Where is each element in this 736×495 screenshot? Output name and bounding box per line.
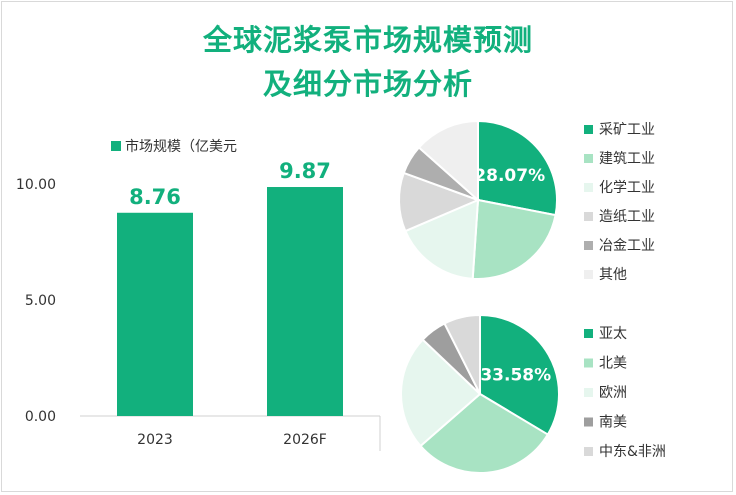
pie-slice-中东&非洲 xyxy=(443,313,481,395)
region-pie-chart: 33.58% xyxy=(400,313,560,474)
legend-swatch xyxy=(584,417,593,427)
legend-swatch xyxy=(584,183,593,192)
legend-swatch xyxy=(584,447,593,456)
legend-swatch xyxy=(584,329,593,338)
legend-swatch xyxy=(111,141,121,151)
legend-swatch xyxy=(584,212,593,221)
pie-slice-造纸工业 xyxy=(398,171,481,233)
legend-label: 欧洲 xyxy=(599,385,627,401)
legend-label: 化学工业 xyxy=(599,180,655,196)
legend-swatch xyxy=(584,125,593,134)
legend-label: 南美 xyxy=(599,415,627,431)
y-tick-label: 5.00 xyxy=(25,293,56,309)
legend-label: 亚太 xyxy=(599,326,627,342)
x-tick-label: 2023 xyxy=(137,432,173,448)
bar-2026F xyxy=(267,187,343,416)
pie-slice-其他 xyxy=(417,119,479,203)
y-tick-label: 0.00 xyxy=(25,409,56,425)
legend-label: 市场规模（亿美元 xyxy=(125,138,237,155)
legend-label: 其他 xyxy=(599,267,627,283)
bar-value-label: 8.76 xyxy=(129,185,181,209)
legend-label: 冶金工业 xyxy=(599,238,655,254)
legend-label: 北美 xyxy=(599,356,627,372)
legend-swatch xyxy=(584,388,593,397)
bar-2023 xyxy=(117,212,193,416)
pie-slice-化学工业 xyxy=(404,198,480,280)
legend-swatch xyxy=(584,241,593,250)
legend-label: 中东&非洲 xyxy=(599,444,666,460)
legend-swatch xyxy=(584,154,593,163)
bar-chart: 0.00 5.00 10.00 市场规模（亿美元 8.76 2023 9.87 2026F xyxy=(16,138,381,451)
chart-title-line1: 全球泥浆泵市场规模预测 xyxy=(202,23,533,57)
legend-swatch xyxy=(584,270,593,279)
pie-slice-采矿工业 xyxy=(477,119,558,217)
pie-slice-建筑工业 xyxy=(471,198,557,280)
legend-label: 采矿工业 xyxy=(599,122,655,138)
industry-pie-chart: 28.07% xyxy=(398,119,558,280)
pie-slice-北美 xyxy=(419,392,550,474)
pie-highlight-label: 33.58% xyxy=(480,366,551,386)
x-tick-label: 2026F xyxy=(283,432,327,448)
bar-value-label: 9.87 xyxy=(279,159,331,183)
legend-swatch xyxy=(584,358,593,368)
pie-slice-欧洲 xyxy=(400,338,482,448)
chart-title-line2: 及细分市场分析 xyxy=(262,67,473,101)
legend-label: 建筑工业 xyxy=(599,151,655,167)
y-tick-label: 10.00 xyxy=(16,177,56,193)
pie-highlight-label: 28.07% xyxy=(474,166,545,186)
legend-label: 造纸工业 xyxy=(599,209,655,225)
